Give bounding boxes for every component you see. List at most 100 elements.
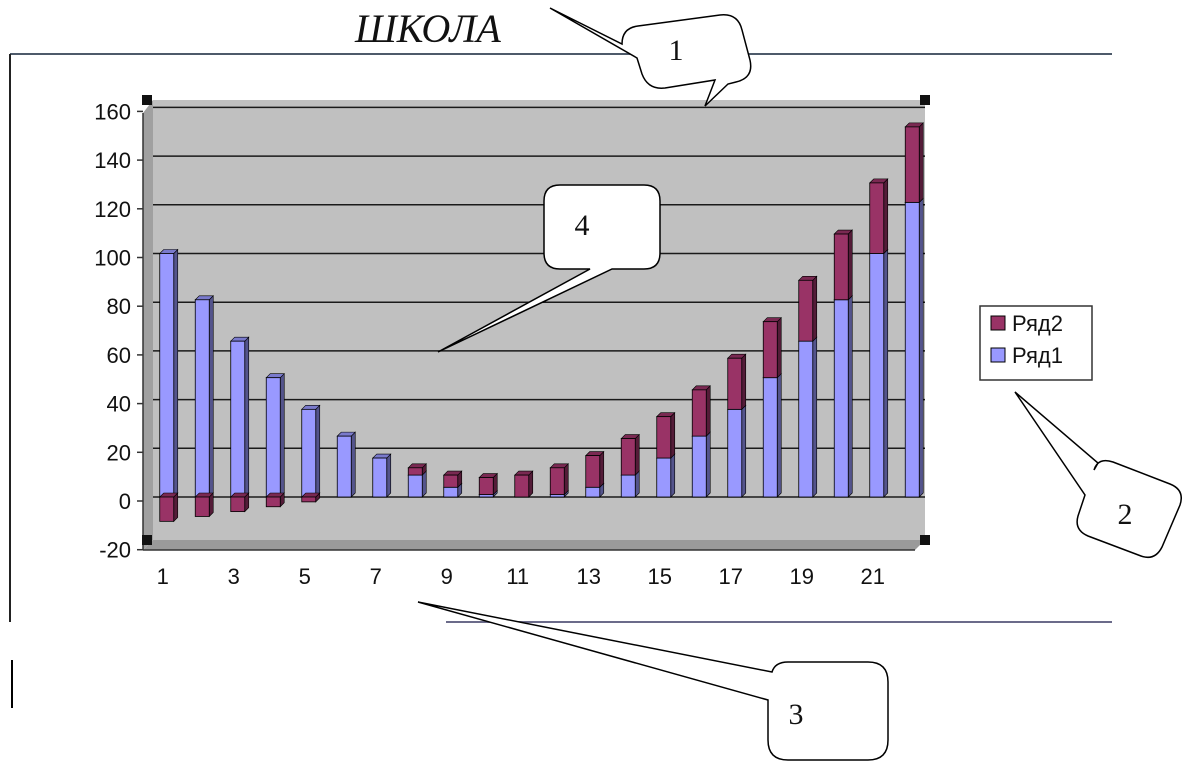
bar-series-2-side — [847, 229, 853, 301]
bar-series-2-side — [776, 316, 782, 379]
legend-swatch-series-1 — [990, 347, 1006, 363]
callout-3-bubble — [417, 601, 889, 761]
bar-series-2 — [443, 474, 459, 488]
bar-series-2 — [514, 474, 530, 498]
callout-3: 3 — [417, 601, 889, 761]
callout-2: 2 — [1014, 391, 1182, 559]
bar-series-1 — [904, 201, 920, 498]
bar-series-2 — [869, 182, 885, 254]
bar-series-1-side — [350, 431, 356, 498]
bar-series-2 — [620, 438, 636, 476]
x-tick-label: 15 — [648, 564, 672, 589]
bar-series-1-side — [421, 470, 427, 498]
bar-series-1-side — [315, 404, 321, 498]
x-tick-label: 11 — [506, 564, 529, 589]
bar-series-1 — [798, 340, 814, 498]
bar-series-1 — [265, 377, 281, 498]
bar-series-2 — [478, 477, 494, 495]
bar-series-1-side — [705, 431, 711, 498]
bar-series-2-side — [528, 470, 534, 498]
bar-series-1 — [656, 457, 672, 498]
y-tick-label: 140 — [94, 148, 131, 173]
bar-series-1 — [159, 253, 175, 498]
bar-series-2-side — [812, 275, 818, 342]
bar-series-1 — [620, 474, 636, 498]
bar-series-1-side — [812, 336, 818, 498]
bar-series-1 — [727, 408, 743, 498]
bar-series-1-side — [173, 248, 179, 498]
x-axis-ticks: 1 3 5 7 9 11 13 15 17 19 21 — [157, 564, 885, 589]
callout-2-label: 2 — [1118, 498, 1133, 531]
bar-series-2-side — [634, 433, 640, 476]
bar-series-2 — [585, 455, 601, 488]
y-axis-ticks: -20 0 20 40 60 80 100 120 140 160 — [94, 99, 143, 563]
bar-series-1 — [194, 299, 210, 498]
x-tick-label: 9 — [441, 564, 453, 589]
x-tick-label: 7 — [370, 564, 382, 589]
bar-series-1 — [407, 474, 423, 498]
bar-series-2 — [656, 416, 672, 459]
plot-side-wall — [143, 100, 153, 550]
x-tick-label: 5 — [299, 564, 311, 589]
bar-series-1-side — [741, 404, 747, 498]
bar-series-1-side — [670, 453, 676, 498]
legend-label-series-1: Ряд1 — [1012, 343, 1063, 368]
bar-series-2-side — [705, 385, 711, 437]
bar-series-1-side — [634, 470, 640, 498]
bar-series-1 — [230, 340, 246, 498]
callout-4-label: 4 — [575, 209, 590, 242]
bar-series-2-side — [883, 178, 889, 255]
x-tick-label: 21 — [861, 564, 885, 589]
bar-series-1-side — [386, 453, 392, 498]
bar-series-2 — [265, 496, 281, 508]
bar-series-1 — [585, 486, 601, 498]
x-tick-label: 3 — [228, 564, 240, 589]
callout-3-label: 3 — [789, 698, 804, 731]
callout-4: 4 — [437, 184, 661, 353]
callout-4-bubble — [437, 184, 661, 353]
x-tick-label: 19 — [790, 564, 814, 589]
selection-handle-bottom-right[interactable] — [920, 535, 930, 545]
bar-series-2 — [727, 357, 743, 410]
y-tick-label: 80 — [107, 294, 131, 319]
y-tick-label: 160 — [94, 99, 131, 124]
bar-series-2-side — [918, 122, 924, 204]
bars — [159, 122, 924, 523]
bar-series-2 — [194, 496, 210, 517]
bar-series-2-side — [173, 492, 179, 523]
bar-series-2-side — [563, 463, 569, 496]
selection-handle-top-right[interactable] — [920, 95, 930, 105]
bar-series-1-side — [279, 372, 285, 498]
x-tick-label: 17 — [719, 564, 743, 589]
legend-box — [979, 305, 1093, 381]
bar-series-1 — [869, 253, 885, 498]
bar-series-1-side — [918, 197, 924, 498]
bar-series-2-side — [670, 411, 676, 459]
y-tick-label: 20 — [107, 440, 131, 465]
y-tick-label: -20 — [99, 538, 131, 563]
x-tick-label: 1 — [157, 564, 169, 589]
bar-series-1 — [372, 457, 388, 498]
x-tick-label: 13 — [577, 564, 601, 589]
callout-1-bubble — [549, 7, 752, 107]
selection-handle-top-left[interactable] — [142, 95, 152, 105]
callout-1-label: 1 — [669, 34, 684, 67]
bar-series-1 — [443, 486, 459, 498]
bar-series-2 — [549, 467, 565, 495]
bar-series-1-side — [776, 372, 782, 498]
y-tick-label: 60 — [107, 343, 131, 368]
y-tick-label: 120 — [94, 197, 131, 222]
y-tick-label: 0 — [119, 489, 131, 514]
bar-series-1 — [762, 377, 778, 498]
bar-series-2 — [159, 496, 175, 522]
bar-series-2 — [833, 233, 849, 301]
bar-series-2 — [407, 467, 423, 476]
bar-series-2 — [904, 126, 920, 203]
selection-handle-bottom-left[interactable] — [142, 535, 152, 545]
bar-series-2 — [230, 496, 246, 513]
bar-series-2 — [691, 389, 707, 437]
bar-series-1-side — [883, 248, 889, 498]
bar-series-1-side — [244, 336, 250, 498]
plot-floor — [143, 540, 925, 550]
